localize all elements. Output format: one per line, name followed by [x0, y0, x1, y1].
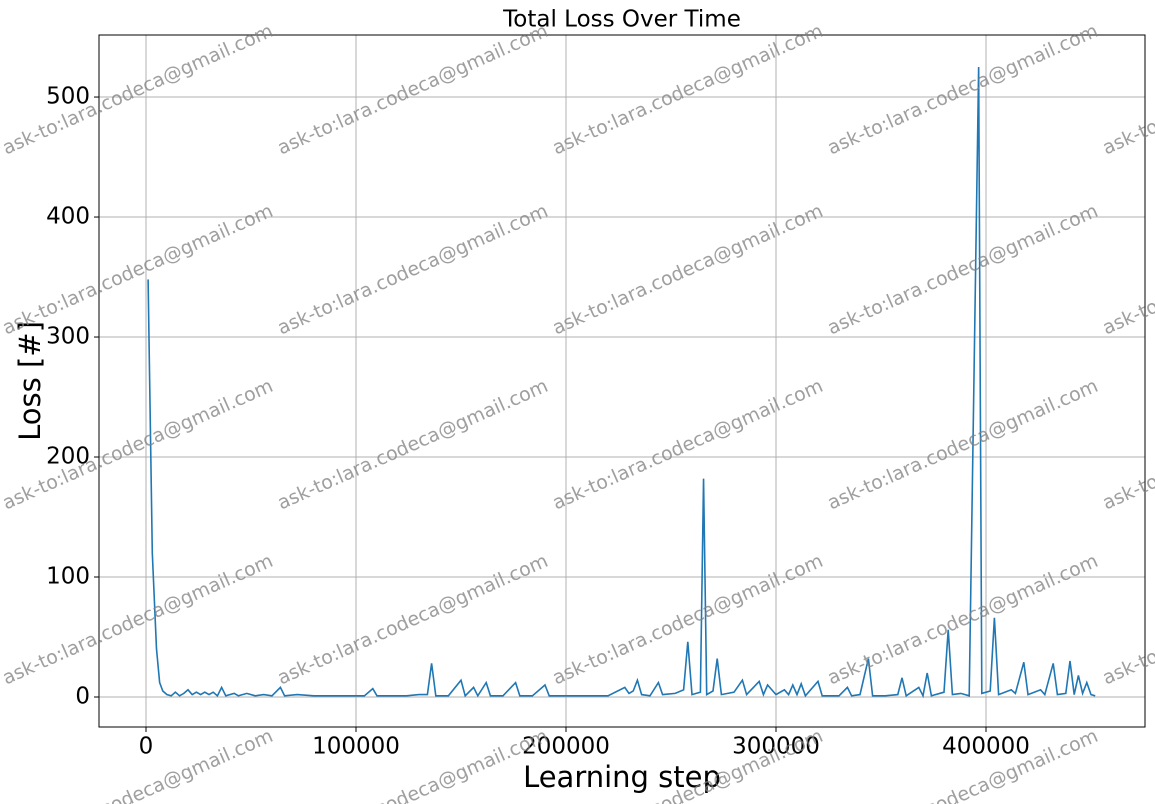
watermark: ask-to:lara.codeca@gmail.com [549, 200, 826, 340]
x-tick-label: 200000 [522, 734, 610, 760]
watermark: ask-to:lara.codeca@gmail.com [1099, 550, 1155, 690]
watermark: ask-to:lara.codeca@gmail.com [824, 550, 1101, 690]
watermark: ask-to:lara.codeca@gmail.com [1099, 200, 1155, 340]
watermark: ask-to:lara.codeca@gmail.com [1099, 375, 1155, 515]
watermark: ask-to:lara.codeca@gmail.com [0, 200, 276, 340]
watermark: ask-to:lara.codeca@gmail.com [274, 20, 551, 160]
loss-line [147, 67, 1096, 699]
watermark: ask-to:lara.codeca@gmail.com [549, 20, 826, 160]
watermark: ask-to:lara.codeca@gmail.com [274, 200, 551, 340]
y-tick-label: 0 [75, 684, 90, 710]
watermark: ask-to:lara.codeca@gmail.com [549, 375, 826, 515]
watermark: ask-to:lara.codeca@gmail.com [824, 20, 1101, 160]
watermark: ask-to:lara.codeca@gmail.com [274, 550, 551, 690]
watermark: ask-to:lara.codeca@gmail.com [549, 550, 826, 690]
x-axis-label: Learning step [523, 760, 721, 794]
watermark: ask-to:lara.codeca@gmail.com [824, 200, 1101, 340]
x-tick-label: 100000 [312, 734, 400, 760]
y-tick-label: 200 [46, 444, 90, 470]
y-tick-label: 400 [46, 204, 90, 230]
chart-title: Total Loss Over Time [502, 7, 741, 33]
watermark: ask-to:lara.codeca@gmail.com [1099, 725, 1155, 804]
watermark: ask-to:lara.codeca@gmail.com [274, 375, 551, 515]
y-axis-label: Loss [#] [13, 321, 47, 441]
plot-layer: 0 100 200 300 400 500 0 100000 200000 300000 40000… [46, 35, 1145, 760]
y-tick-label: 100 [46, 564, 90, 590]
x-tick-label: 300000 [732, 734, 820, 760]
y-tick-label: 500 [46, 84, 90, 110]
y-tick-label: 300 [46, 324, 90, 350]
watermark: ask-to:lara.codeca@gmail.com [0, 550, 276, 690]
x-tick-label: 400000 [942, 734, 1030, 760]
watermark: ask-to:lara.codeca@gmail.com [0, 20, 276, 160]
watermark: ask-to:lara.codeca@gmail.com [1099, 20, 1155, 160]
plot-frame [98, 34, 1146, 728]
watermark: ask-to:lara.codeca@gmail.com [824, 375, 1101, 515]
x-tick-label: 0 [139, 734, 154, 760]
